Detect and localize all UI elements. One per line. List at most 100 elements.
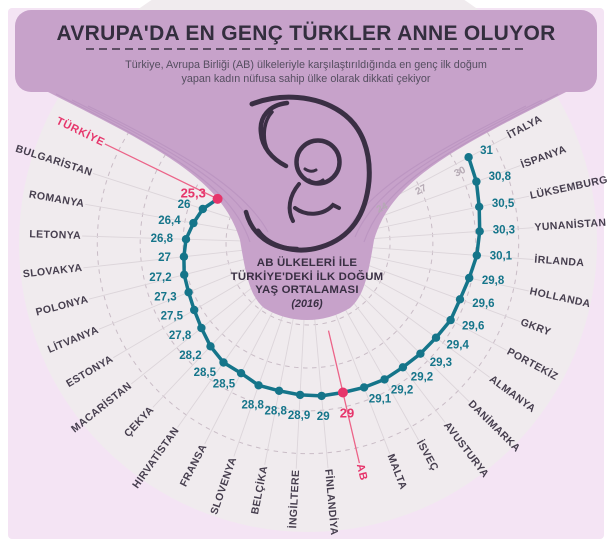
value-label-İTALYA: 31 [480, 145, 493, 157]
radial-line [92, 172, 253, 226]
value-label-HIRVATİSTAN: 28,5 [194, 367, 217, 379]
data-point-İSPANYA [472, 177, 481, 186]
country-label-YUNANİSTAN: YUNANİSTAN [534, 216, 607, 234]
envelope-decoration [15, 10, 597, 320]
value-label-İSPANYA: 30,8 [489, 171, 512, 183]
data-point-LİTVANYA [184, 288, 193, 297]
axis-tick-label: 27 [414, 183, 429, 198]
radial-line [85, 203, 251, 234]
country-label-İNGİLTERE: İNGİLTERE [286, 469, 302, 528]
center-medallion: AB ÜLKELERİ İLE TÜRKİYE'DEKİ İLK DOĞUM Y… [231, 94, 384, 310]
value-label-İSVEÇ: 29,2 [391, 385, 413, 397]
value-label-LETONYA: 26,8 [151, 233, 174, 245]
header: AVRUPA'DA EN GENÇ TÜRKLER ANNE OLUYOR Tü… [56, 22, 555, 85]
data-point-GKRY [455, 295, 465, 304]
grid-arc-24 [225, 196, 391, 326]
data-point-BULGARİSTAN [198, 204, 207, 214]
value-label-İRLANDA: 30,1 [490, 250, 513, 262]
data-point-PORTEKİZ [446, 315, 455, 325]
data-point-SLOVENYA [254, 381, 263, 390]
radial-line [295, 300, 306, 469]
value-label-ESTONYA: 27,5 [161, 311, 184, 323]
radial-line [88, 256, 252, 300]
data-point-BELÇİKA [274, 386, 284, 395]
data-point-YUNANİSTAN [475, 227, 484, 236]
data-point-LETONYA [181, 235, 191, 244]
country-label-İRLANDA: İRLANDA [534, 253, 585, 270]
data-point-ROMANYA [189, 218, 198, 228]
data-point-ESTONYA [190, 305, 199, 315]
data-point-İRLANDA [472, 251, 481, 260]
radial-line [328, 296, 391, 454]
page-title: AVRUPA'DA EN GENÇ TÜRKLER ANNE OLUYOR [56, 22, 555, 45]
center-caption-line3: YAŞ ORTALAMASI [255, 284, 358, 296]
value-label-SLOVENYA: 28,8 [242, 399, 265, 411]
radial-line [348, 283, 470, 402]
sheet-edge-line [363, 93, 559, 243]
radial-line [233, 297, 290, 457]
country-label-FİNLANDİYA: FİNLANDİYA [322, 468, 341, 536]
radial-line [312, 300, 329, 469]
value-label-POLONYA: 27,2 [149, 272, 171, 284]
value-label-FRANSA: 28,5 [213, 379, 236, 391]
value-label-DANİMARKA: 29,3 [430, 357, 452, 369]
radial-line [365, 246, 534, 260]
value-label-MACARİSTAN: 27,8 [169, 330, 192, 342]
radial-line [113, 272, 259, 359]
radial-line [204, 294, 282, 445]
data-point-AVUSTURYA [398, 363, 408, 372]
value-label-AVUSTURYA: 29,2 [411, 372, 433, 384]
radial-line [98, 264, 255, 330]
value-label-LÜKSEMBURG: 30,5 [492, 198, 515, 210]
radial-line [365, 227, 534, 240]
axis-tick-label: 24 [375, 201, 390, 216]
value-label-LİTVANYA: 27,3 [154, 291, 176, 303]
radial-line [354, 277, 490, 378]
center-caption-line1: AB ÜLKELERİ İLE [257, 256, 358, 269]
radial-line [131, 278, 263, 385]
radial-line [264, 299, 298, 465]
value-label-TÜRKİYE: 25,3 [181, 186, 206, 201]
radial-line [82, 235, 251, 242]
value-label-BULGARİSTAN: 26 [178, 199, 191, 211]
data-point-HOLLANDA [465, 273, 474, 283]
grid-arc-33 [96, 124, 520, 455]
data-point-TÜRKİYE [212, 193, 223, 204]
value-label-AB: 29 [340, 406, 354, 421]
value-label-İNGİLTERE: 28,9 [288, 410, 310, 422]
value-label-FİNLANDİYA: 29 [317, 411, 330, 423]
data-point-LÜKSEMBURG [475, 202, 484, 211]
data-point-ÇEKYA [206, 342, 215, 351]
data-point-İSVEÇ [380, 375, 389, 384]
radial-line [83, 248, 251, 269]
axis-tick-label: 30 [453, 164, 468, 179]
country-label-AB: AB [354, 463, 370, 482]
value-label-HOLLANDA: 29,8 [482, 275, 505, 287]
data-point-POLONYA [180, 270, 189, 279]
header-band [15, 10, 597, 92]
value-label-PORTEKİZ: 29,6 [462, 320, 484, 332]
radial-line [358, 270, 508, 351]
center-caption-line2: TÜRKİYE'DEKİ İLK DOĞUM [231, 270, 384, 283]
subtitle-line2: yapan kadın nüfusa sahip ülke olarak dik… [181, 73, 430, 85]
data-point-DANİMARKA [416, 349, 425, 358]
sheet-edge-line [55, 93, 251, 243]
sheet-edge-line [87, 105, 269, 233]
radial-line [336, 293, 419, 441]
radial-line [362, 262, 521, 322]
value-label-GKRY: 29,6 [472, 298, 494, 310]
radial-line [364, 195, 530, 232]
data-point-FRANSA [236, 369, 246, 378]
data-point-MALTA [359, 383, 369, 392]
data-point-İTALYA [464, 153, 473, 162]
data-point-MACARİSTAN [197, 323, 206, 333]
radial-line [342, 288, 446, 423]
radial-line [177, 290, 275, 428]
data-point-İNGİLTERE [295, 390, 305, 400]
data-point-ALMANYA [431, 333, 441, 342]
value-label-ÇEKYA: 28,2 [179, 350, 201, 362]
value-label-ROMANYA: 26,4 [158, 215, 181, 227]
data-point-SLOVAKYA [179, 252, 189, 261]
value-label-YUNANİSTAN: 30,3 [493, 225, 515, 237]
